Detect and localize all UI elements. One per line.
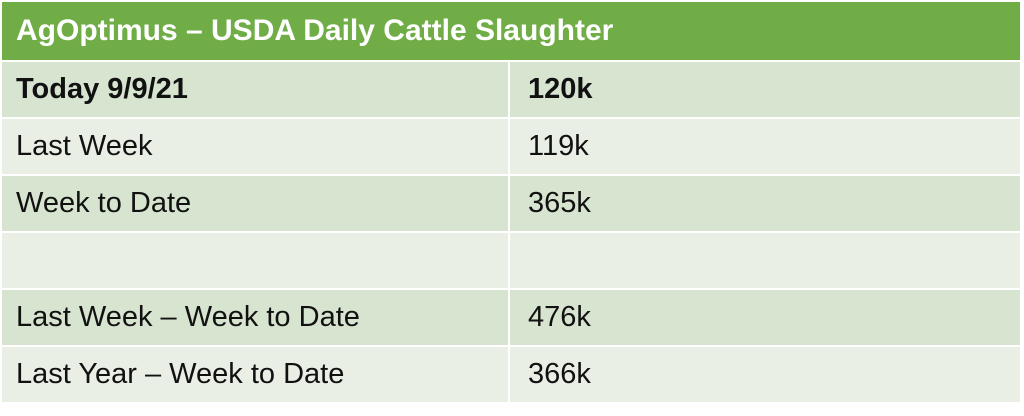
slaughter-table: AgOptimus – USDA Daily Cattle Slaughter …: [2, 2, 1020, 404]
row-value: [510, 233, 1020, 288]
row-label: Week to Date: [2, 176, 510, 231]
row-label: Last Year – Week to Date: [2, 347, 510, 402]
table-row-last-week-wtd: Last Week – Week to Date 476k: [2, 290, 1020, 347]
table-row-empty: [2, 233, 1020, 290]
row-label: Last Week: [2, 119, 510, 174]
row-label: [2, 233, 510, 288]
table-row-today: Today 9/9/21 120k: [2, 62, 1020, 119]
row-value: 366k: [528, 358, 591, 390]
row-value: 365k: [528, 187, 591, 219]
row-value: 119k: [528, 130, 589, 162]
table-title: AgOptimus – USDA Daily Cattle Slaughter: [2, 2, 1020, 62]
table-row-week-to-date: Week to Date 365k: [2, 176, 1020, 233]
row-label: Today 9/9/21: [2, 62, 510, 117]
row-value: 120k: [528, 73, 593, 105]
row-value: 476k: [528, 301, 591, 333]
row-label: Last Week – Week to Date: [2, 290, 510, 345]
table-row-last-year-wtd: Last Year – Week to Date 366k: [2, 347, 1020, 404]
table-row-last-week: Last Week 119k: [2, 119, 1020, 176]
